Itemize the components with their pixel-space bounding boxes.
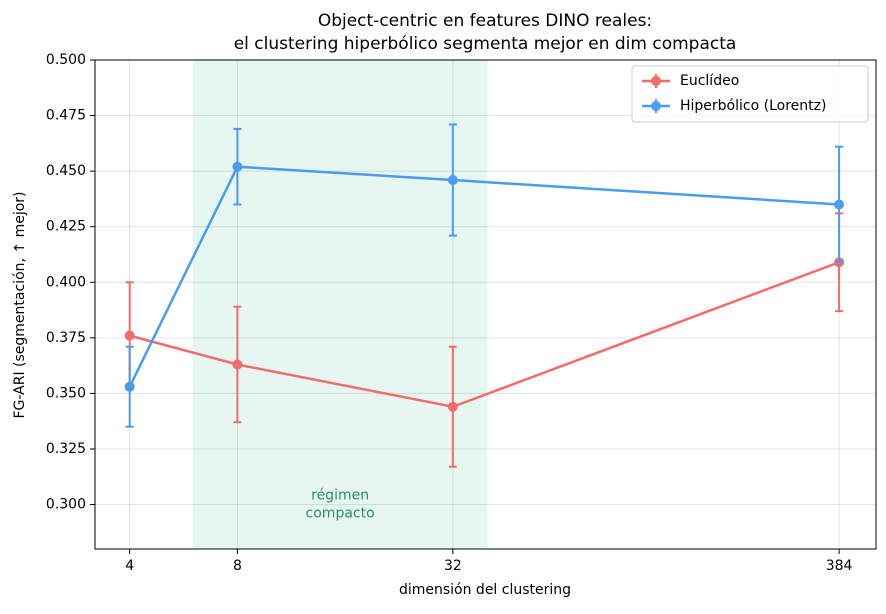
plot-frame	[94, 59, 877, 550]
data-point	[124, 381, 135, 392]
legend-label: Euclídeo	[680, 73, 739, 89]
y-tick-label: 0.425	[46, 219, 86, 235]
x-tick-label: 8	[233, 558, 242, 574]
data-point	[232, 161, 243, 172]
y-tick-label: 0.500	[46, 52, 86, 68]
x-tick-label: 384	[826, 558, 853, 574]
legend-box	[631, 65, 869, 123]
legend-label: Hiperbólico (Lorentz)	[680, 98, 826, 114]
y-tick-label: 0.375	[46, 330, 86, 346]
legend-marker	[651, 101, 661, 111]
span-annotation: compacto	[306, 506, 375, 522]
chart-title: el clustering hiperbólico segmenta mejor…	[234, 34, 737, 54]
y-tick-label: 0.300	[46, 497, 86, 513]
y-tick-label: 0.325	[46, 441, 86, 457]
span-annotation: régimen	[311, 488, 369, 504]
data-point	[834, 199, 845, 210]
x-tick-label: 4	[125, 558, 134, 574]
x-axis-label: dimensión del clustering	[399, 582, 571, 598]
data-point	[124, 330, 135, 341]
series-line	[129, 261, 840, 409]
y-tick-label: 0.475	[46, 108, 86, 124]
data-point	[447, 175, 458, 186]
data-point	[232, 359, 243, 370]
data-point	[447, 401, 458, 412]
series-line	[128, 165, 840, 388]
y-axis-label: FG-ARI (segmentación, ↑ mejor)	[12, 191, 28, 418]
y-tick-label: 0.400	[46, 274, 86, 290]
chart-title: Object-centric en features DINO reales:	[318, 11, 652, 31]
y-tick-label: 0.450	[46, 163, 86, 179]
shaded-region	[192, 60, 488, 549]
x-tick-label: 32	[444, 558, 462, 574]
y-tick-label: 0.350	[46, 385, 86, 401]
legend-marker	[651, 76, 661, 86]
